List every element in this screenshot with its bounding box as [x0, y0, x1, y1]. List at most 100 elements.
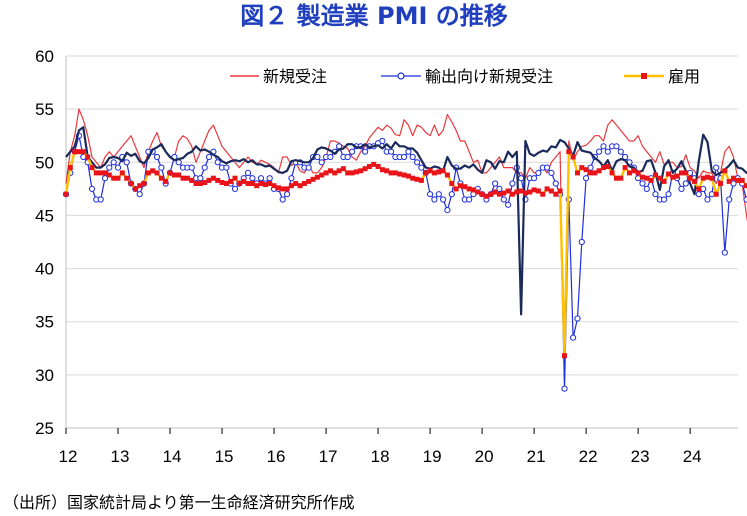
- point-employment-117: [570, 154, 576, 160]
- point-employment-96: [479, 191, 485, 197]
- x-tick-label-21: 21: [527, 447, 546, 466]
- point-export-51: [284, 191, 291, 198]
- point-employment-70: [366, 164, 372, 169]
- point-export-66: [349, 148, 356, 155]
- point-export-81: [414, 159, 421, 166]
- point-employment-101: [501, 190, 507, 196]
- x-tick-label-24: 24: [683, 447, 702, 466]
- point-employment-1: [67, 165, 73, 171]
- point-employment-112: [548, 188, 554, 194]
- point-employment-86: [436, 169, 442, 175]
- point-export-109: [535, 169, 542, 176]
- point-export-12: [114, 164, 122, 171]
- point-employment-133: [640, 174, 645, 180]
- x-tick-label-20: 20: [475, 447, 494, 466]
- legend-marker-employment: [641, 73, 647, 79]
- point-employment-106: [522, 190, 528, 196]
- point-export-152: [721, 249, 728, 256]
- point-employment-151: [718, 181, 723, 186]
- point-employment-13: [119, 170, 125, 176]
- point-employment-99: [492, 189, 498, 195]
- point-employment-85: [431, 170, 437, 176]
- point-employment-25: [171, 172, 177, 178]
- point-employment-149: [709, 175, 715, 181]
- x-tick-label-19: 19: [423, 447, 442, 466]
- point-employment-130: [627, 170, 632, 176]
- point-employment-55: [301, 181, 307, 186]
- point-export-11: [110, 159, 117, 166]
- point-export-87: [440, 196, 447, 203]
- point-employment-67: [353, 169, 359, 175]
- point-employment-6: [89, 165, 95, 171]
- point-employment-24: [167, 170, 173, 176]
- point-employment-15: [128, 181, 134, 186]
- point-employment-128: [618, 175, 624, 181]
- point-employment-98: [488, 191, 494, 197]
- point-employment-156: [739, 177, 745, 183]
- point-employment-100: [496, 191, 502, 197]
- y-tick-label-35: 35: [35, 313, 54, 332]
- point-employment-57: [310, 176, 316, 182]
- point-employment-49: [275, 185, 281, 191]
- point-employment-108: [531, 187, 537, 193]
- point-export-17: [136, 191, 143, 198]
- point-export-121: [587, 164, 594, 171]
- point-export-32: [201, 164, 208, 171]
- series-line-new-orders: [65, 108, 747, 383]
- point-export-115: [561, 385, 568, 392]
- point-export-138: [661, 196, 668, 203]
- point-employment-2: [72, 149, 78, 155]
- point-export-43: [249, 175, 256, 182]
- point-export-45: [257, 175, 265, 182]
- point-employment-53: [293, 181, 299, 186]
- point-export-88: [444, 207, 451, 214]
- point-employment-71: [371, 161, 377, 167]
- point-export-21: [153, 153, 161, 161]
- point-employment-125: [605, 164, 611, 169]
- point-employment-35: [215, 177, 221, 183]
- point-employment-59: [319, 172, 325, 178]
- point-employment-110: [540, 191, 546, 197]
- point-export-124: [600, 143, 607, 150]
- point-employment-50: [280, 186, 286, 192]
- legend-label-employment: 雇用: [668, 67, 700, 86]
- y-tick-label-30: 30: [35, 366, 54, 385]
- point-employment-33: [206, 177, 212, 183]
- point-export-52: [288, 175, 295, 182]
- legend-label-new-orders: 新規受注: [263, 67, 327, 86]
- point-employment-140: [670, 174, 676, 180]
- point-employment-7: [93, 170, 99, 176]
- point-export-136: [652, 191, 659, 198]
- x-tick-label-22: 22: [579, 447, 598, 466]
- point-export-113: [552, 180, 559, 187]
- point-employment-135: [648, 177, 654, 183]
- x-tick-label-12: 12: [59, 447, 78, 466]
- point-employment-138: [661, 178, 667, 184]
- y-tick-label-25: 25: [35, 419, 54, 438]
- point-export-42: [244, 169, 252, 176]
- point-export-150: [713, 164, 720, 171]
- y-axis-ticks: 25 30 35 40 45 50 55 60: [35, 47, 54, 438]
- point-employment-75: [388, 170, 394, 176]
- point-employment-104: [514, 189, 520, 195]
- y-tick-label-40: 40: [35, 260, 54, 279]
- point-export-89: [448, 191, 455, 198]
- x-tick-label-23: 23: [631, 447, 650, 466]
- point-employment-95: [475, 189, 481, 195]
- point-employment-139: [666, 171, 671, 177]
- point-employment-144: [687, 175, 693, 181]
- series-layer: [62, 108, 747, 392]
- point-employment-109: [535, 188, 541, 194]
- point-employment-123: [596, 168, 602, 174]
- point-export-6: [88, 185, 96, 192]
- point-export-120: [583, 175, 590, 182]
- point-employment-40: [236, 181, 242, 186]
- point-employment-18: [141, 181, 147, 186]
- point-export-9: [101, 175, 109, 182]
- point-export-99: [492, 180, 499, 187]
- point-employment-80: [410, 175, 416, 181]
- point-employment-42: [245, 181, 251, 186]
- point-export-59: [318, 159, 325, 166]
- point-export-82: [418, 164, 425, 171]
